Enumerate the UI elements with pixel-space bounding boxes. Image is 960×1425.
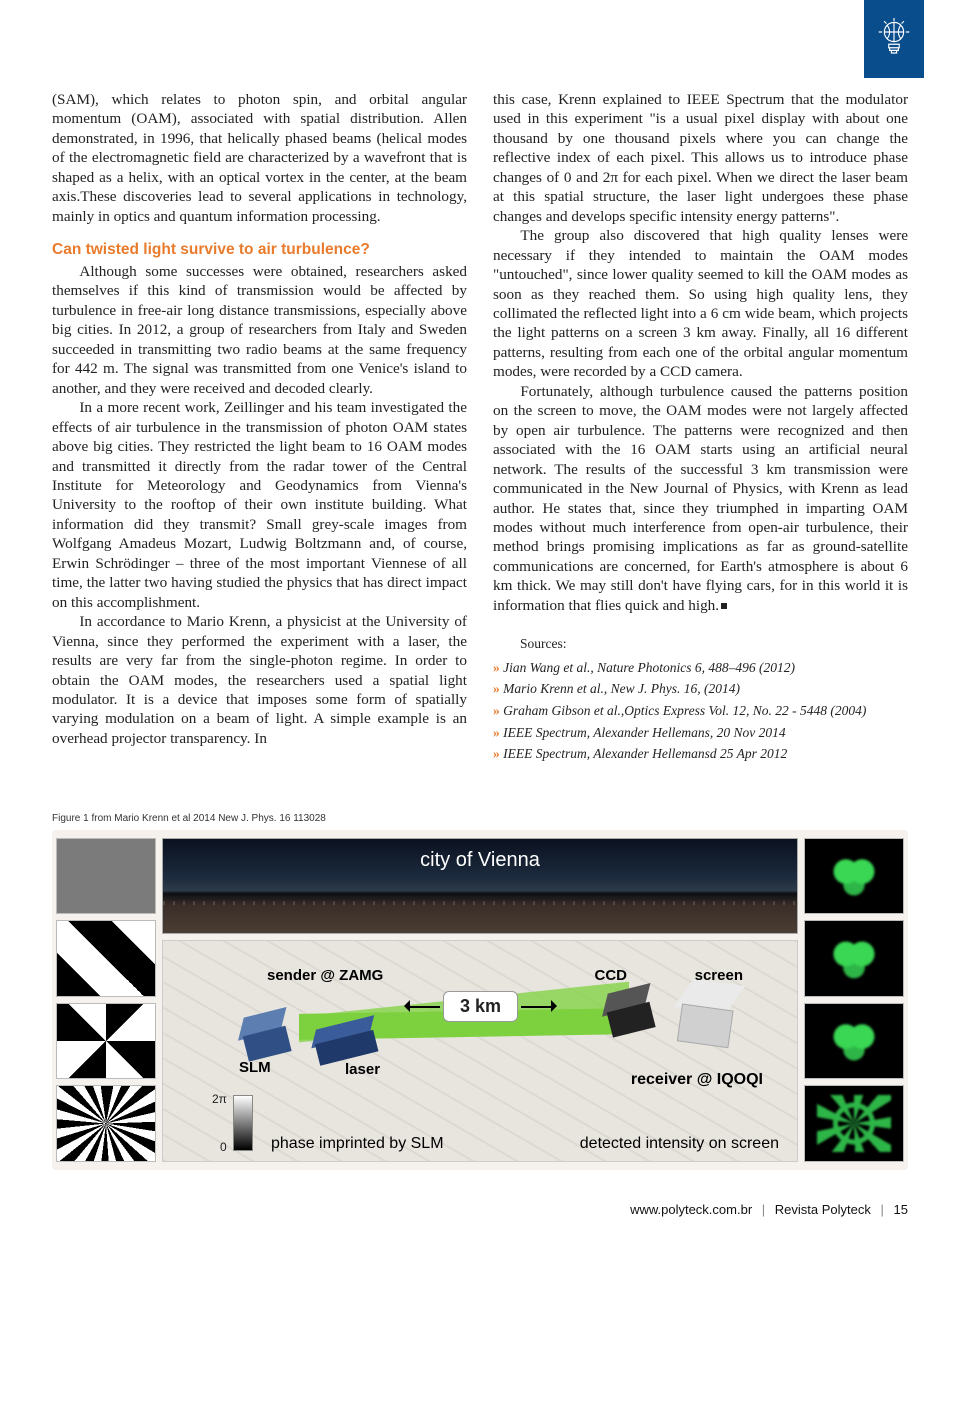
intensity-pattern-2 bbox=[804, 1003, 904, 1080]
footer-magazine: Revista Polyteck bbox=[775, 1202, 871, 1217]
experiment-schematic: 3 km sender @ ZAMG SLM laser CCD screen … bbox=[162, 940, 798, 1162]
phase-pattern-1 bbox=[56, 920, 156, 997]
paragraph: In a more recent work, Zeillinger and hi… bbox=[52, 398, 467, 612]
laser-label: laser bbox=[345, 1061, 380, 1078]
footer-separator: | bbox=[762, 1202, 765, 1217]
sources-heading: Sources: bbox=[520, 633, 908, 655]
phase-thumbnails bbox=[56, 838, 156, 1162]
end-mark-icon bbox=[721, 603, 727, 609]
source-item: Jian Wang et al., Nature Photonics 6, 48… bbox=[493, 657, 908, 679]
intensity-pattern-3 bbox=[804, 1085, 904, 1162]
footer-separator: | bbox=[881, 1202, 884, 1217]
sources-block: Sources: Jian Wang et al., Nature Photon… bbox=[493, 633, 908, 765]
phase-pattern-0 bbox=[56, 838, 156, 915]
phase-caption: phase imprinted by SLM bbox=[271, 1135, 444, 1153]
phase-scale-icon bbox=[233, 1095, 253, 1151]
source-item: Graham Gibson et al.,Optics Express Vol.… bbox=[493, 700, 908, 722]
receiver-label: receiver @ IQOQI bbox=[631, 1071, 763, 1089]
footer-page-number: 15 bbox=[894, 1202, 908, 1217]
figure-diagram: city of Vienna 3 km sender @ ZAMG SLM la… bbox=[52, 830, 908, 1170]
screen-label: screen bbox=[695, 967, 743, 984]
intensity-thumbnails bbox=[804, 838, 904, 1162]
intensity-pattern-0 bbox=[804, 838, 904, 915]
figure-caption: Figure 1 from Mario Krenn et al 2014 New… bbox=[52, 813, 908, 824]
city-label: city of Vienna bbox=[420, 849, 540, 872]
article-body: (SAM), which relates to photon spin, and… bbox=[52, 90, 908, 765]
screen-device-icon bbox=[677, 977, 737, 1048]
source-item: IEEE Spectrum, Alexander Hellemans, 20 N… bbox=[493, 722, 908, 744]
source-item: IEEE Spectrum, Alexander Hellemansd 25 A… bbox=[493, 743, 908, 765]
figure-block: Figure 1 from Mario Krenn et al 2014 New… bbox=[52, 813, 908, 1170]
city-skyline: city of Vienna bbox=[162, 838, 798, 934]
ccd-label: CCD bbox=[595, 967, 628, 984]
detected-caption: detected intensity on screen bbox=[580, 1135, 779, 1153]
footer-url: www.polyteck.com.br bbox=[630, 1202, 752, 1217]
phase-pattern-2 bbox=[56, 1003, 156, 1080]
intensity-pattern-1 bbox=[804, 920, 904, 997]
section-heading: Can twisted light survive to air turbule… bbox=[52, 240, 467, 260]
distance-badge: 3 km bbox=[443, 991, 518, 1022]
category-badge bbox=[864, 0, 924, 78]
sender-label: sender @ ZAMG bbox=[267, 967, 383, 984]
slm-label: SLM bbox=[239, 1059, 271, 1076]
paragraph: this case, Krenn explained to IEEE Spect… bbox=[493, 90, 908, 226]
phase-pattern-3 bbox=[56, 1085, 156, 1162]
paragraph: In accordance to Mario Krenn, a physicis… bbox=[52, 612, 467, 748]
lightbulb-globe-icon bbox=[876, 18, 912, 60]
paragraph: The group also discovered that high qual… bbox=[493, 226, 908, 382]
page-footer: www.polyteck.com.br | Revista Polyteck |… bbox=[0, 1180, 960, 1237]
paragraph: (SAM), which relates to photon spin, and… bbox=[52, 90, 467, 226]
paragraph: Fortunately, although turbulence caused … bbox=[493, 382, 908, 615]
source-item: Mario Krenn et al., New J. Phys. 16, (20… bbox=[493, 678, 908, 700]
paragraph: Although some successes were obtained, r… bbox=[52, 262, 467, 398]
